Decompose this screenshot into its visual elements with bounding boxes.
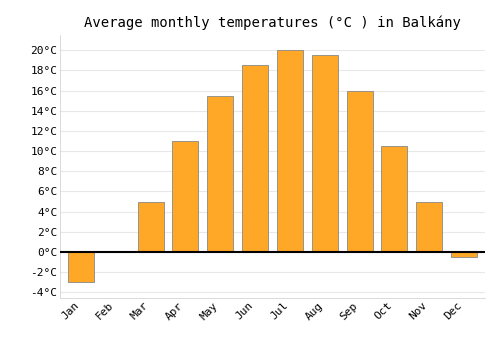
Bar — [312, 55, 338, 252]
Bar — [207, 96, 234, 252]
Bar — [172, 141, 199, 252]
Bar — [138, 202, 164, 252]
Bar — [68, 252, 94, 282]
Bar — [242, 65, 268, 252]
Title: Average monthly temperatures (°C ) in Balkány: Average monthly temperatures (°C ) in Ba… — [84, 15, 461, 30]
Bar — [346, 91, 372, 252]
Bar — [277, 50, 303, 252]
Bar — [416, 202, 442, 252]
Bar — [451, 252, 477, 257]
Bar — [382, 146, 407, 252]
